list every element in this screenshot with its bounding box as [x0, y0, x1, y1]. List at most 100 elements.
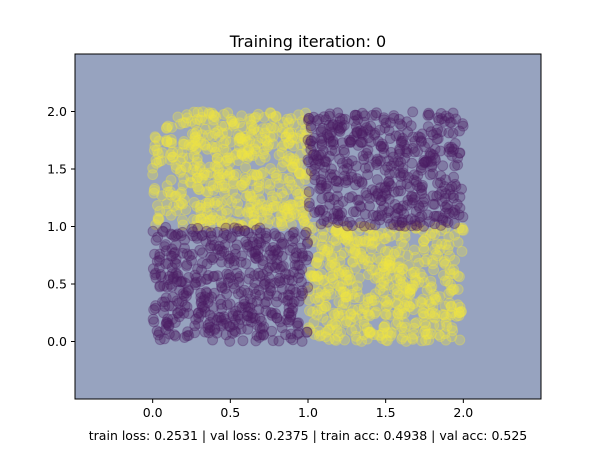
- scatter-point: [447, 189, 459, 201]
- scatter-point: [366, 223, 378, 235]
- scatter-point: [384, 133, 396, 144]
- scatter-point: [191, 214, 203, 226]
- scatter-point: [201, 169, 213, 181]
- scatter-point: [379, 164, 391, 176]
- scatter-point: [332, 208, 344, 220]
- scatter-point: [395, 171, 407, 182]
- scatter-point: [270, 110, 282, 122]
- scatter-point: [213, 311, 225, 323]
- scatter-point: [317, 122, 329, 134]
- scatter-point: [300, 137, 312, 149]
- scatter-point: [440, 311, 452, 323]
- scatter-point: [447, 325, 459, 337]
- scatter-point: [274, 277, 286, 288]
- scatter-point: [287, 199, 299, 211]
- scatter-point: [404, 283, 416, 295]
- scatter-point: [292, 159, 303, 170]
- scatter-point: [224, 167, 236, 179]
- scatter-point: [443, 231, 455, 243]
- scatter-point: [330, 175, 342, 187]
- scatter-point: [387, 151, 399, 163]
- scatter-point: [415, 136, 427, 148]
- scatter-point: [170, 159, 182, 171]
- scatter-point: [271, 248, 283, 260]
- scatter-point: [211, 327, 223, 339]
- scatter-point: [265, 107, 277, 119]
- scatter-point: [278, 139, 290, 151]
- scatter-point: [166, 137, 178, 149]
- scatter-point: [244, 202, 255, 214]
- scatter-point: [424, 216, 436, 228]
- scatter-point: [424, 230, 436, 242]
- scatter-point: [333, 268, 345, 280]
- scatter-point: [396, 237, 407, 249]
- scatter-point: [204, 242, 216, 254]
- scatter-point: [334, 256, 346, 267]
- scatter-point: [154, 248, 166, 260]
- scatter-point: [435, 170, 447, 182]
- scatter-point: [278, 156, 289, 168]
- scatter-point: [206, 107, 218, 119]
- scatter-point: [267, 112, 279, 124]
- scatter-point: [316, 139, 328, 151]
- scatter-point: [448, 283, 460, 295]
- scatter-point: [337, 215, 349, 227]
- scatter-point: [440, 239, 451, 250]
- scatter-point: [454, 202, 466, 214]
- scatter-point: [209, 197, 221, 209]
- scatter-point: [251, 182, 263, 194]
- scatter-point: [219, 283, 231, 295]
- scatter-point: [427, 198, 439, 210]
- scatter-point: [248, 270, 260, 282]
- scatter-point: [366, 184, 378, 196]
- scatter-point: [301, 238, 313, 250]
- scatter-point: [236, 133, 248, 145]
- scatter-point: [351, 235, 362, 247]
- scatter-point: [286, 134, 297, 146]
- scatter-point: [152, 212, 164, 224]
- scatter-point: [331, 205, 343, 217]
- scatter-point: [231, 218, 243, 230]
- scatter-point: [249, 169, 261, 181]
- scatter-point: [184, 176, 196, 188]
- scatter-point: [327, 119, 339, 131]
- scatter-point: [267, 138, 279, 150]
- scatter-point: [190, 279, 201, 291]
- scatter-point: [298, 215, 310, 226]
- scatter-point: [254, 222, 266, 234]
- scatter-point: [276, 237, 288, 249]
- scatter-point: [280, 329, 292, 341]
- scatter-point: [205, 180, 217, 192]
- scatter-point: [178, 136, 190, 147]
- scatter-point: [301, 326, 313, 338]
- scatter-point: [189, 128, 201, 140]
- scatter-point: [369, 219, 381, 231]
- scatter-point: [196, 301, 208, 313]
- scatter-point: [221, 317, 233, 329]
- scatter-point: [335, 327, 347, 339]
- scatter-point: [374, 124, 386, 136]
- scatter-point: [297, 207, 309, 219]
- scatter-point: [383, 279, 395, 291]
- scatter-point: [266, 253, 277, 265]
- scatter-point: [388, 157, 400, 169]
- scatter-point: [388, 186, 400, 198]
- scatter-point: [287, 242, 299, 254]
- scatter-point: [161, 122, 172, 134]
- scatter-point: [375, 242, 387, 254]
- scatter-point: [452, 270, 464, 282]
- scatter-point: [232, 288, 244, 300]
- scatter-point: [414, 132, 426, 143]
- scatter-point: [340, 177, 352, 189]
- scatter-point: [309, 207, 321, 218]
- scatter-point: [436, 113, 448, 125]
- scatter-point: [276, 141, 288, 153]
- scatter-point: [425, 275, 437, 287]
- scatter-point: [416, 181, 428, 193]
- scatter-point: [308, 221, 320, 233]
- scatter-point: [216, 282, 228, 294]
- scatter-point: [155, 155, 167, 167]
- scatter-point: [217, 168, 229, 180]
- scatter-point: [410, 206, 422, 218]
- scatter-point: [343, 269, 355, 281]
